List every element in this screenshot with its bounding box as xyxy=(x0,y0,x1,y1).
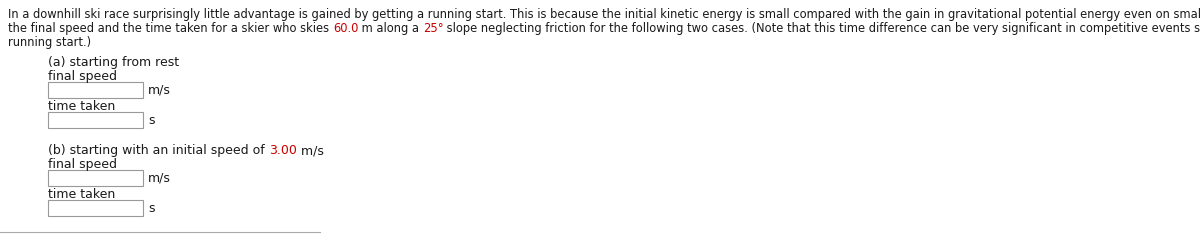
Text: 25°: 25° xyxy=(422,22,443,35)
Text: (b) starting with an initial speed of: (b) starting with an initial speed of xyxy=(48,144,269,157)
Text: (a) starting from rest: (a) starting from rest xyxy=(48,56,179,69)
Bar xyxy=(48,112,143,128)
Text: m/s: m/s xyxy=(148,172,170,185)
Text: m/s: m/s xyxy=(296,144,324,157)
Text: m along a: m along a xyxy=(358,22,422,35)
Text: the final speed and the time taken for a skier who skies: the final speed and the time taken for a… xyxy=(8,22,332,35)
Text: time taken: time taken xyxy=(48,188,115,201)
Text: final speed: final speed xyxy=(48,158,118,171)
Bar xyxy=(48,82,143,98)
Text: slope neglecting friction for the following two cases. (Note that this time diff: slope neglecting friction for the follow… xyxy=(443,22,1200,35)
Bar xyxy=(48,170,143,186)
Text: m/s: m/s xyxy=(148,83,170,96)
Text: running start.): running start.) xyxy=(8,36,91,49)
Text: 3.00: 3.00 xyxy=(269,144,296,157)
Text: s: s xyxy=(148,114,155,127)
Text: time taken: time taken xyxy=(48,100,115,113)
Text: In a downhill ski race surprisingly little advantage is gained by getting a runn: In a downhill ski race surprisingly litt… xyxy=(8,8,1200,21)
Bar xyxy=(48,200,143,216)
Text: s: s xyxy=(148,201,155,214)
Text: 60.0: 60.0 xyxy=(332,22,358,35)
Text: final speed: final speed xyxy=(48,70,118,83)
